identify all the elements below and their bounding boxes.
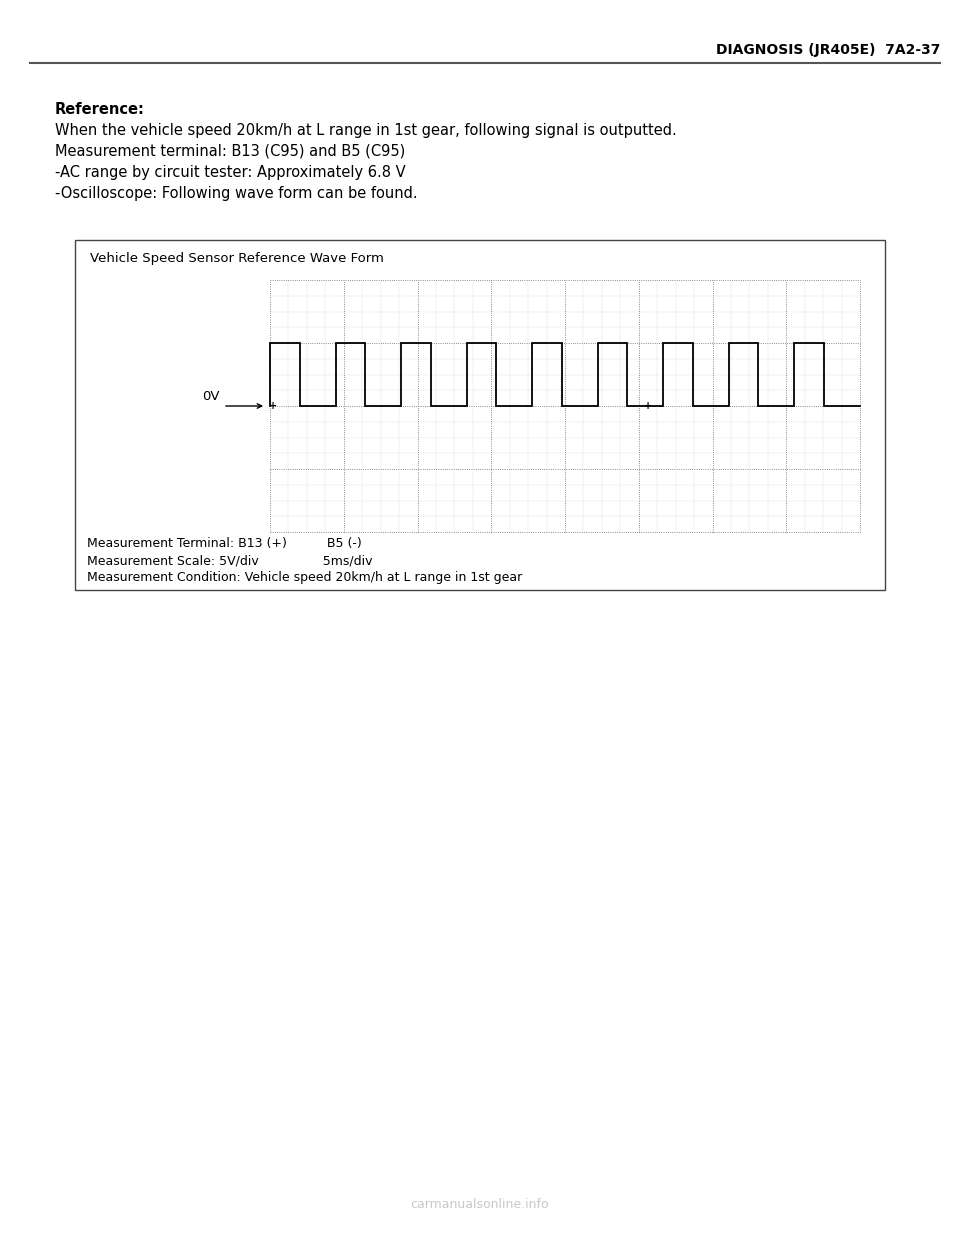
- Text: Measurement Scale: 5V/div                5ms/div: Measurement Scale: 5V/div 5ms/div: [87, 554, 372, 568]
- Text: Vehicle Speed Sensor Reference Wave Form: Vehicle Speed Sensor Reference Wave Form: [90, 252, 384, 265]
- Text: +: +: [269, 401, 277, 411]
- Text: Measurement Terminal: B13 (+)          B5 (-): Measurement Terminal: B13 (+) B5 (-): [87, 537, 362, 550]
- Text: 0V: 0V: [203, 390, 220, 402]
- FancyArrowPatch shape: [226, 404, 262, 409]
- Text: -AC range by circuit tester: Approximately 6.8 V: -AC range by circuit tester: Approximate…: [55, 165, 406, 180]
- Text: +: +: [643, 401, 652, 411]
- Text: Reference:: Reference:: [55, 102, 145, 117]
- Text: carmanualsonline.info: carmanualsonline.info: [411, 1197, 549, 1211]
- Text: When the vehicle speed 20km/h at L range in 1st gear, following signal is output: When the vehicle speed 20km/h at L range…: [55, 123, 677, 138]
- Bar: [75, 240, 885, 590]
- Text: Measurement terminal: B13 (C95) and B5 (C95): Measurement terminal: B13 (C95) and B5 (…: [55, 144, 405, 159]
- Text: DIAGNOSIS (JR405E)  7A2-37: DIAGNOSIS (JR405E) 7A2-37: [715, 43, 940, 57]
- Text: -Oscilloscope: Following wave form can be found.: -Oscilloscope: Following wave form can b…: [55, 186, 418, 201]
- Text: Measurement Condition: Vehicle speed 20km/h at L range in 1st gear: Measurement Condition: Vehicle speed 20k…: [87, 571, 522, 584]
